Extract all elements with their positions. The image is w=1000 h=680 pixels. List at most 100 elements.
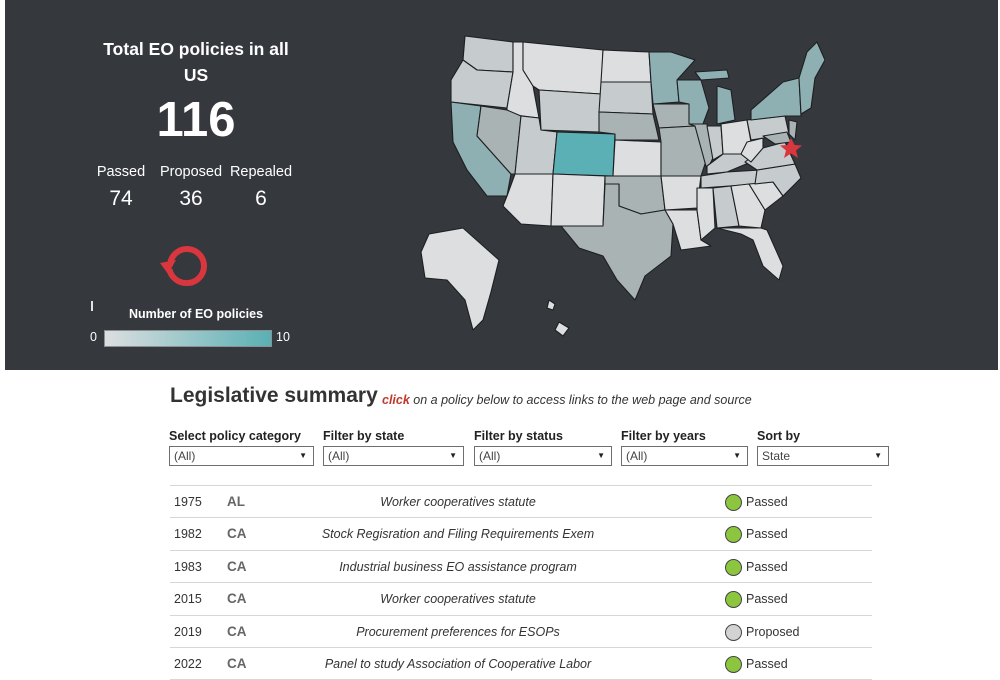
dropdown-value: (All) xyxy=(328,449,350,463)
policy-row[interactable]: 2019 CA Procurement preferences for ESOPs P… xyxy=(170,616,872,648)
legend-title: Number of EO policies xyxy=(128,307,264,321)
map-state-nm[interactable] xyxy=(550,173,606,227)
status-dot-icon xyxy=(725,526,742,544)
dropdown-value: (All) xyxy=(479,449,501,463)
filter-state: Filter by state (All) ▼ xyxy=(323,428,464,466)
map-state-mi[interactable] xyxy=(694,69,736,125)
map-state-ms[interactable] xyxy=(696,187,716,241)
filter-years: Filter by years (All) ▼ xyxy=(621,428,748,466)
filter-label: Filter by years xyxy=(621,429,706,443)
map-state-tx[interactable] xyxy=(560,183,674,301)
filter-label: Filter by status xyxy=(474,429,563,443)
kpi-total: 116 xyxy=(156,93,236,147)
policy-status: Proposed xyxy=(746,624,800,639)
stat-proposed: Proposed 36 xyxy=(151,162,231,214)
chevron-down-icon: ▼ xyxy=(449,451,457,460)
policy-state: AL xyxy=(227,494,245,509)
reset-icon[interactable] xyxy=(158,238,214,294)
policy-year: 2022 xyxy=(174,656,202,671)
category-dropdown[interactable]: (All) ▼ xyxy=(169,446,314,466)
years-dropdown[interactable]: (All) ▼ xyxy=(621,446,748,466)
map-state-co[interactable] xyxy=(552,131,616,177)
policy-row[interactable]: 2022 CA Panel to study Association of Coop… xyxy=(170,648,872,680)
map-state-ny[interactable] xyxy=(750,77,802,121)
map-state-nd[interactable] xyxy=(600,49,652,83)
map-state-wy[interactable] xyxy=(538,89,602,133)
policy-row[interactable]: 1975 AL Worker cooperatives statute Passed xyxy=(170,486,872,519)
chevron-down-icon: ▼ xyxy=(733,451,741,460)
map-state-fl[interactable] xyxy=(716,227,784,281)
map-state-nj[interactable] xyxy=(788,119,798,141)
stat-repealed: Repealed 6 xyxy=(221,162,301,214)
policy-state: CA xyxy=(227,526,247,542)
policy-name[interactable]: Industrial business EO assistance progra… xyxy=(339,559,577,574)
filter-sort: Sort by State ▼ xyxy=(757,428,889,466)
policy-state: CA xyxy=(227,655,247,671)
policy-row[interactable]: 1982 CA Stock Regisration and Filing Requi… xyxy=(170,518,872,551)
chevron-down-icon: ▼ xyxy=(299,451,307,460)
click-hint: click xyxy=(382,393,410,407)
legend-min: 0 xyxy=(90,330,97,344)
policy-row[interactable]: 2015 CA Worker cooperatives statute Passed xyxy=(170,583,872,616)
status-dot-icon xyxy=(725,655,742,673)
policy-status: Passed xyxy=(746,656,788,671)
policy-name[interactable]: Stock Regisration and Filing Requirement… xyxy=(321,527,595,542)
filter-category: Select policy category (All) ▼ xyxy=(169,428,314,466)
chevron-down-icon: ▼ xyxy=(597,451,605,460)
map-state-ar[interactable] xyxy=(660,175,702,211)
map-state-az[interactable] xyxy=(502,173,554,227)
dashboard-panel: Total EO policies in all US 116 Passed 7… xyxy=(5,0,998,370)
hint-text: on a policy below to access links to the… xyxy=(413,393,752,407)
status-dot-icon xyxy=(725,591,742,609)
policy-status: Passed xyxy=(746,495,788,509)
us-choropleth-map[interactable] xyxy=(355,30,825,340)
state-dropdown[interactable]: (All) ▼ xyxy=(323,446,464,466)
section-title: Legislative summary xyxy=(170,384,378,407)
legend-gradient xyxy=(104,330,272,347)
legend-tick xyxy=(91,301,93,311)
policy-year: 2015 xyxy=(174,592,202,607)
dropdown-value: State xyxy=(762,449,791,463)
section-note: click on a policy below to access links … xyxy=(382,393,752,407)
map-state-ak[interactable] xyxy=(420,227,500,331)
stat-label: Proposed xyxy=(159,164,223,180)
map-state-new-england[interactable] xyxy=(798,41,825,115)
policy-year: 1975 xyxy=(174,495,202,509)
sort-dropdown[interactable]: State ▼ xyxy=(757,446,889,466)
map-state-ga[interactable] xyxy=(730,183,766,229)
policy-state: CA xyxy=(227,591,247,607)
status-dot-icon xyxy=(725,494,742,511)
chevron-down-icon: ▼ xyxy=(874,451,882,460)
dropdown-value: (All) xyxy=(174,449,196,463)
policy-status: Passed xyxy=(746,527,788,542)
filter-label: Sort by xyxy=(757,429,801,443)
policy-state: CA xyxy=(227,558,247,574)
policy-status: Passed xyxy=(746,592,788,607)
dc-marker-icon[interactable] xyxy=(780,138,802,158)
stat-passed: Passed 74 xyxy=(81,162,161,214)
filter-label: Filter by state xyxy=(323,429,405,443)
status-dot-icon xyxy=(725,623,742,641)
map-state-ks[interactable] xyxy=(612,139,662,177)
stat-value: 6 xyxy=(255,187,267,210)
map-state-hi[interactable] xyxy=(546,299,570,337)
stat-label: Passed xyxy=(96,164,146,180)
status-dot-icon xyxy=(725,558,742,576)
stat-value: 36 xyxy=(179,187,203,210)
policy-name[interactable]: Panel to study Association of Cooperativ… xyxy=(324,656,592,671)
policy-row[interactable]: 1983 CA Industrial business EO assistance … xyxy=(170,551,872,584)
kpi-title: Total EO policies in all US xyxy=(103,39,289,85)
policy-year: 1982 xyxy=(174,527,202,542)
status-dropdown[interactable]: (All) ▼ xyxy=(474,446,612,466)
map-state-sd[interactable] xyxy=(598,81,654,115)
policy-name[interactable]: Worker cooperatives statute xyxy=(380,495,536,509)
dropdown-value: (All) xyxy=(626,449,648,463)
policy-state: CA xyxy=(227,623,247,639)
stat-value: 74 xyxy=(109,187,133,210)
stat-label: Repealed xyxy=(229,164,293,180)
policy-name[interactable]: Procurement preferences for ESOPs xyxy=(356,624,560,639)
legend-max: 10 xyxy=(276,330,290,344)
map-state-mt[interactable] xyxy=(522,41,604,95)
policy-list: 1975 AL Worker cooperatives statute Passed 1… xyxy=(170,485,872,680)
policy-name[interactable]: Worker cooperatives statute xyxy=(380,592,536,607)
